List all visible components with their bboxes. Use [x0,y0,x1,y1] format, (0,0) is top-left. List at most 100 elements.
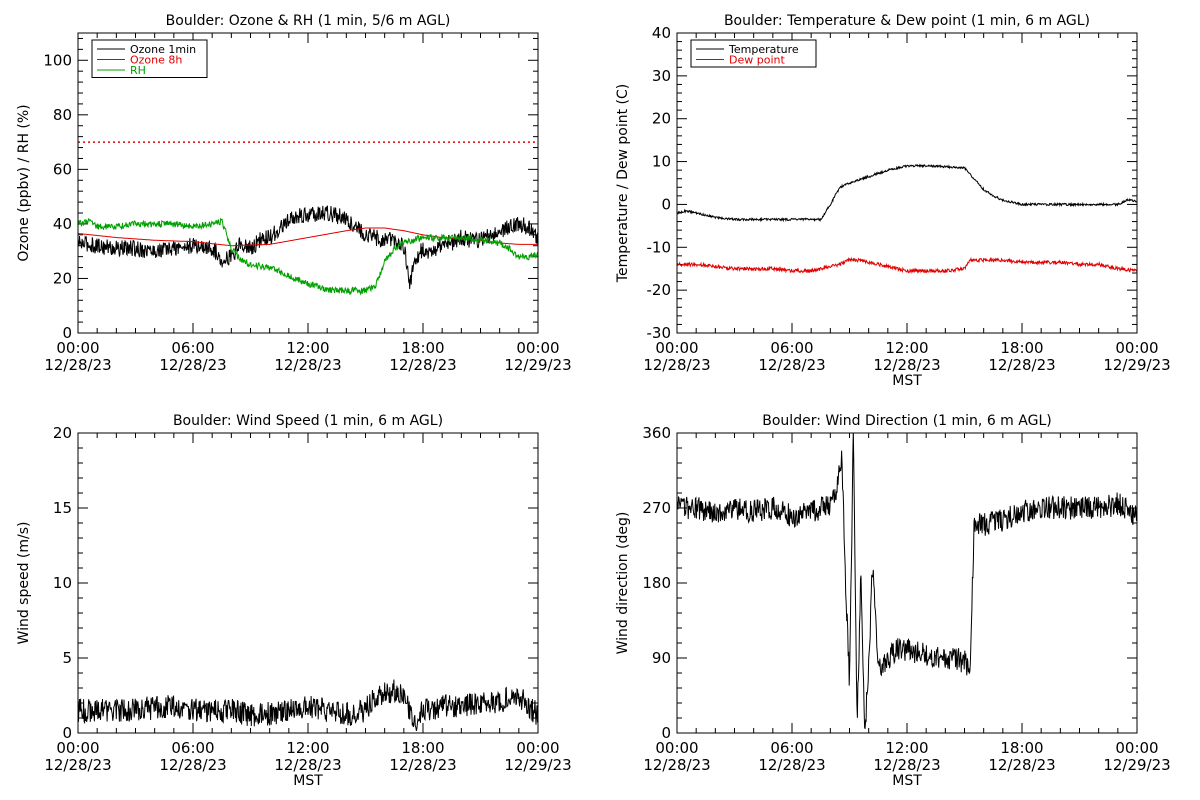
legend-label: Temperature [728,43,799,56]
y-tick-label: 180 [642,574,671,592]
x-tick-time-label: 18:00 [401,339,444,357]
y-axis-label: Ozone (ppbv) / RH (%) [16,104,32,261]
x-tick-time-label: 00:00 [655,339,698,357]
temperature-dewpoint-panel: Boulder: Temperature & Dew point (1 min,… [615,13,1171,389]
x-tick-date-label: 12/28/23 [159,756,226,774]
y-tick-label: 0 [62,324,72,342]
y-tick-label: 0 [661,724,671,742]
x-tick-date-label: 12/28/23 [873,756,940,774]
series-line-trace [677,433,1137,729]
y-tick-label: 360 [642,424,671,442]
series-group [78,205,538,296]
series-line-ozone-1min [78,205,538,290]
x-tick-time-label: 06:00 [171,739,214,757]
x-tick-date-label: 12/28/23 [758,756,825,774]
y-tick-label: 90 [652,649,671,667]
x-tick-date-label: 12/28/23 [159,356,226,374]
y-axis-label: Wind direction (deg) [615,512,631,655]
y-tick-label: 60 [53,160,72,178]
x-tick-time-label: 00:00 [655,739,698,757]
x-tick-date-label: 12/28/23 [758,356,825,374]
series-line-dew-point [677,256,1137,275]
chart-title: Boulder: Temperature & Dew point (1 min,… [724,13,1090,29]
x-tick-date-label: 12/28/23 [988,356,1055,374]
x-tick-date-label: 12/28/23 [44,356,111,374]
x-tick-time-label: 12:00 [286,739,329,757]
x-tick-time-label: 00:00 [56,339,99,357]
x-tick-date-label: 12/28/23 [274,356,341,374]
chart-title: Boulder: Ozone & RH (1 min, 5/6 m AGL) [166,13,451,29]
x-axis-label: MST [892,373,922,389]
x-tick-date-label: 12/28/23 [643,356,710,374]
y-tick-label: 20 [53,269,72,287]
legend-label: Dew point [729,54,785,67]
y-tick-label: -20 [647,281,672,299]
y-tick-label: 100 [43,51,72,69]
y-tick-label: -30 [647,324,672,342]
x-tick-time-label: 00:00 [516,739,559,757]
x-tick-date-label: 12/29/23 [504,356,571,374]
y-tick-label: 0 [661,195,671,213]
y-tick-label: 80 [53,106,72,124]
legend-label: Ozone 1min [130,43,196,56]
x-tick-time-label: 00:00 [56,739,99,757]
legend-label: RH [130,64,146,77]
chart-title: Boulder: Wind Speed (1 min, 6 m AGL) [173,413,443,429]
legend-box [91,39,208,78]
y-tick-label: 40 [652,24,671,42]
series-line-trace [78,679,538,732]
plot-frame [676,32,1138,334]
series-line-rh [78,217,538,296]
y-tick-label: 30 [652,67,671,85]
y-tick-label: 15 [53,499,72,517]
wind-direction-panel: Boulder: Wind Direction (1 min, 6 m AGL)… [615,413,1171,789]
x-tick-time-label: 00:00 [1115,339,1158,357]
series-group [78,679,538,732]
x-tick-date-label: 12/28/23 [873,356,940,374]
x-tick-time-label: 06:00 [770,739,813,757]
x-tick-date-label: 12/28/23 [988,756,1055,774]
plot-frame [77,32,539,334]
y-tick-label: 270 [642,499,671,517]
x-tick-time-label: 12:00 [885,739,928,757]
y-tick-label: 10 [53,574,72,592]
series-group [677,163,1137,275]
series-line-temperature [677,163,1137,223]
y-tick-label: 0 [62,724,72,742]
x-tick-time-label: 06:00 [171,339,214,357]
plot-frame [77,432,539,734]
y-tick-label: -10 [647,238,672,256]
x-tick-time-label: 18:00 [1000,339,1043,357]
x-tick-time-label: 06:00 [770,339,813,357]
x-tick-date-label: 12/28/23 [389,356,456,374]
x-axis-label: MST [293,773,323,789]
chart-title: Boulder: Wind Direction (1 min, 6 m AGL) [762,413,1051,429]
plot-frame [676,432,1138,734]
y-tick-label: 10 [652,153,671,171]
y-tick-label: 20 [652,110,671,128]
x-tick-time-label: 18:00 [401,739,444,757]
y-axis-label: Wind speed (m/s) [16,522,32,645]
x-tick-time-label: 00:00 [1115,739,1158,757]
x-tick-time-label: 12:00 [885,339,928,357]
x-tick-time-label: 00:00 [516,339,559,357]
x-tick-date-label: 12/28/23 [389,756,456,774]
x-tick-time-label: 12:00 [286,339,329,357]
legend-box [690,39,817,68]
x-tick-date-label: 12/29/23 [504,756,571,774]
x-tick-date-label: 12/29/23 [1103,356,1170,374]
x-tick-date-label: 12/28/23 [274,756,341,774]
x-tick-date-label: 12/28/23 [44,756,111,774]
x-tick-date-label: 12/29/23 [1103,756,1170,774]
y-tick-label: 40 [53,215,72,233]
x-axis-label: MST [892,773,922,789]
y-axis-label: Temperature / Dew point (C) [615,84,631,283]
legend-label: Ozone 8h [130,54,182,67]
y-tick-label: 5 [62,649,72,667]
wind-speed-panel: Boulder: Wind Speed (1 min, 6 m AGL) Wind… [16,413,572,789]
x-tick-time-label: 18:00 [1000,739,1043,757]
y-tick-label: 20 [53,424,72,442]
ozone-rh-panel: Boulder: Ozone & RH (1 min, 5/6 m AGL) Oz… [16,13,572,374]
series-group [677,433,1137,729]
